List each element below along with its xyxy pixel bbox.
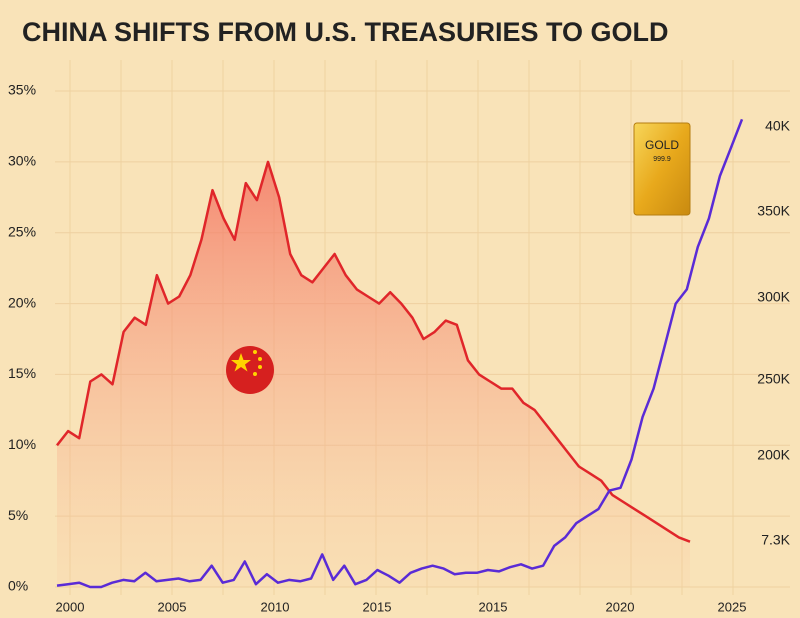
gold-bar-label: GOLD: [645, 138, 679, 152]
x-tick-label: 2015: [479, 599, 508, 614]
line: [56, 160, 691, 543]
plot: [56, 118, 744, 589]
flag-star: [258, 365, 262, 369]
y-tick-label: 30%: [8, 153, 36, 169]
right-label: 40K: [765, 118, 791, 134]
flag-star: [253, 372, 257, 376]
right-label: 7.3K: [761, 532, 790, 548]
flag-star: [258, 357, 262, 361]
right-label: 350K: [757, 203, 790, 219]
x-tick-label: 2025: [718, 599, 747, 614]
x-tick-label: 2005: [158, 599, 187, 614]
x-tick-label: 2020: [606, 599, 635, 614]
china-flag: [226, 346, 274, 394]
y-tick-label: 0%: [8, 578, 28, 594]
y-tick-label: 20%: [8, 294, 36, 310]
line: [56, 118, 744, 589]
y-tick-label: 10%: [8, 436, 36, 452]
x-tick-label: 2000: [56, 599, 85, 614]
right-label: 250K: [757, 371, 790, 387]
y-tick-label: 35%: [8, 82, 36, 98]
y-tick-label: 25%: [8, 223, 36, 239]
x-tick-label: 2015: [363, 599, 392, 614]
flag-star: [253, 350, 257, 354]
flag-star: [231, 353, 251, 372]
right-label: 300K: [757, 289, 790, 305]
x-tick-label: 2010: [261, 599, 290, 614]
y-tick-label: 15%: [8, 365, 36, 381]
gold-bar-purity: 999.9: [653, 156, 671, 163]
right-label: 200K: [757, 447, 790, 463]
chart-title: CHINA SHIFTS FROM U.S. TREASURIES TO GOL…: [22, 17, 669, 47]
flag-circle: [226, 346, 274, 394]
gold-bar: GOLD 999.9: [633, 122, 691, 216]
y-tick-label: 5%: [8, 507, 28, 523]
gold-bar-body: [633, 122, 691, 216]
area: [57, 161, 690, 587]
